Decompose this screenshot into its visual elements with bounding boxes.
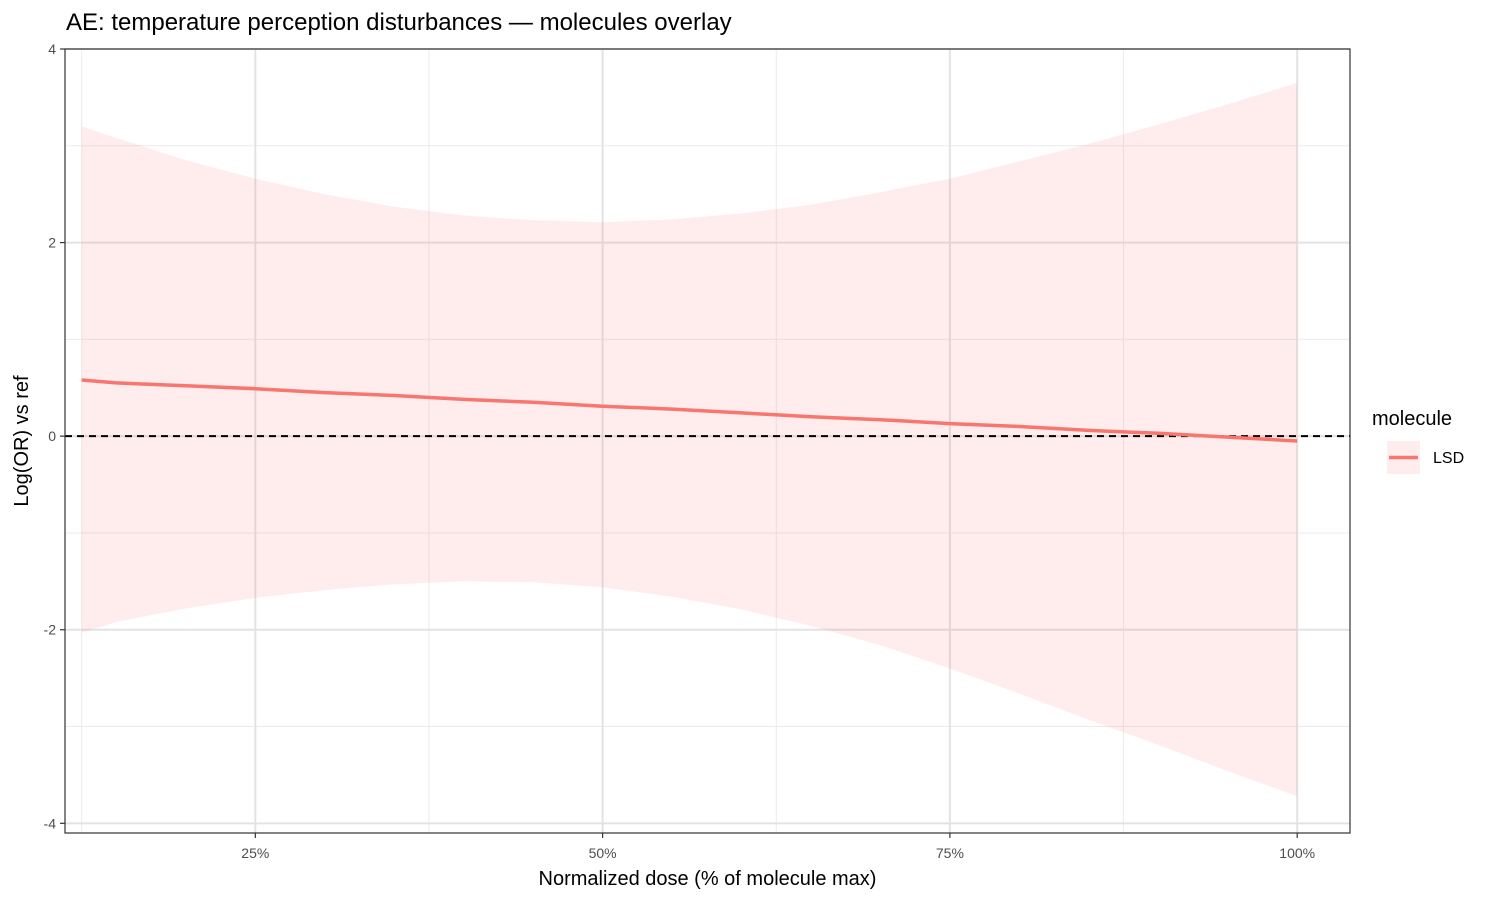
- legend-title: molecule: [1372, 408, 1452, 430]
- x-tick-label: 75%: [936, 845, 964, 861]
- x-axis: 25% 50% 75% 100%: [241, 833, 1315, 861]
- x-tick-label: 25%: [241, 845, 269, 861]
- y-tick-label: -2: [44, 622, 57, 638]
- x-tick-label: 100%: [1279, 845, 1315, 861]
- plot-panel-border: [64, 48, 1351, 834]
- y-tick-label: 4: [48, 41, 56, 57]
- legend-item-lsd: LSD: [1387, 441, 1464, 474]
- x-tick-label: 50%: [589, 845, 617, 861]
- legend-label: LSD: [1433, 450, 1464, 467]
- y-tick-label: 2: [48, 235, 56, 251]
- minor-gridlines: [65, 49, 1350, 833]
- legend-items: LSD: [1387, 441, 1464, 474]
- y-tick-label: -4: [44, 815, 57, 831]
- chart-title: AE: temperature perception disturbances …: [66, 9, 732, 36]
- y-axis-title: Log(OR) vs ref: [11, 375, 33, 507]
- series-line-lsd: [81, 378, 1298, 443]
- x-axis-title: Normalized dose (% of molecule max): [539, 868, 877, 890]
- legend: molecule LSD: [1372, 408, 1464, 474]
- confidence-ribbon-lsd: [81, 82, 1298, 797]
- confidence-bands: [81, 82, 1298, 797]
- y-tick-label: 0: [48, 428, 56, 444]
- series-lines: [81, 378, 1298, 443]
- y-axis: -4 -2 0 2 4: [44, 41, 65, 831]
